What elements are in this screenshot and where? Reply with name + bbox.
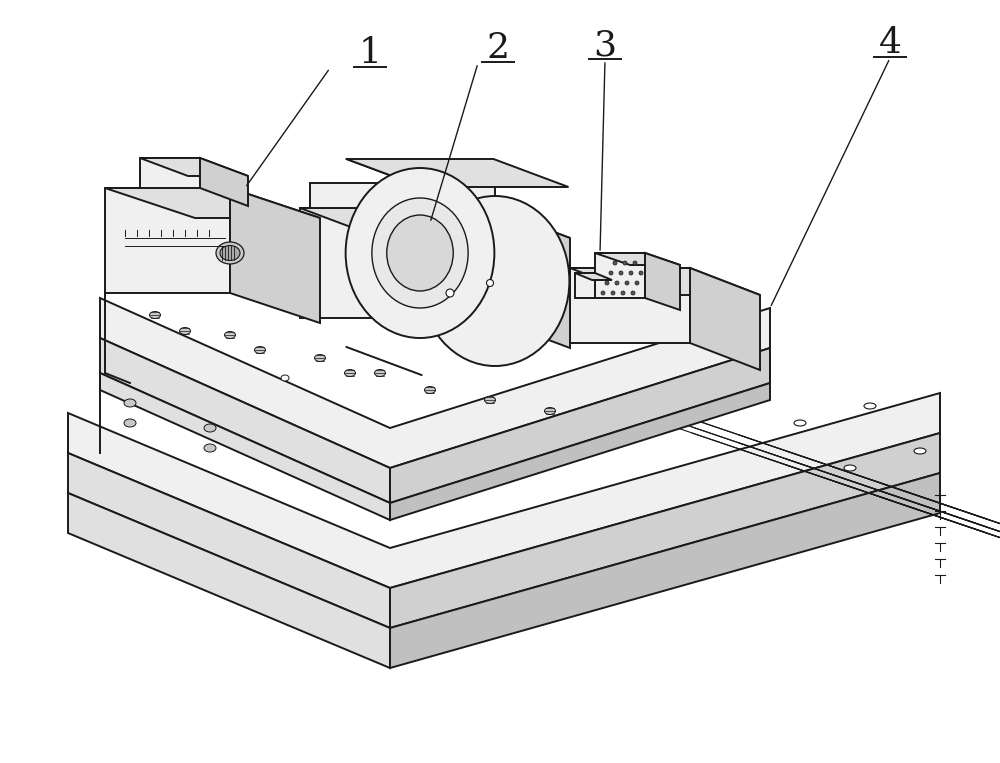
Polygon shape [595,253,645,298]
Ellipse shape [619,271,623,275]
Polygon shape [645,253,680,310]
Polygon shape [390,473,940,668]
Polygon shape [347,159,568,187]
Polygon shape [105,188,230,293]
Ellipse shape [204,444,216,452]
Polygon shape [230,188,320,323]
Polygon shape [690,268,760,370]
Ellipse shape [864,403,876,409]
Ellipse shape [216,242,244,264]
Polygon shape [390,433,940,628]
Polygon shape [68,393,940,588]
Ellipse shape [446,289,454,297]
Ellipse shape [633,261,637,265]
Ellipse shape [387,215,453,291]
Ellipse shape [315,355,326,362]
Polygon shape [100,373,390,520]
Ellipse shape [180,327,191,334]
Polygon shape [140,158,200,188]
Ellipse shape [635,281,639,285]
Ellipse shape [124,419,136,427]
Polygon shape [575,273,612,280]
Ellipse shape [372,198,468,308]
Ellipse shape [629,271,633,275]
Polygon shape [490,208,570,348]
Polygon shape [310,183,495,208]
Ellipse shape [605,281,609,285]
Polygon shape [68,493,390,668]
Polygon shape [390,383,770,520]
Text: 3: 3 [593,28,617,62]
Text: 4: 4 [879,26,902,60]
Ellipse shape [281,375,289,381]
Ellipse shape [346,168,494,338]
Ellipse shape [225,331,236,339]
Polygon shape [100,338,390,503]
Ellipse shape [625,281,629,285]
Ellipse shape [623,261,627,265]
Ellipse shape [255,346,266,353]
Ellipse shape [487,279,494,286]
Ellipse shape [204,424,216,432]
Ellipse shape [601,291,605,295]
Ellipse shape [150,311,161,318]
Ellipse shape [621,291,625,295]
Polygon shape [300,208,490,318]
Ellipse shape [613,261,617,265]
Ellipse shape [914,448,926,454]
Polygon shape [68,453,390,628]
Ellipse shape [220,246,240,260]
Ellipse shape [345,369,356,376]
Polygon shape [570,268,760,295]
Ellipse shape [609,271,613,275]
Polygon shape [300,208,570,238]
Polygon shape [390,348,770,503]
Polygon shape [200,158,248,206]
Text: 1: 1 [359,36,382,70]
Ellipse shape [794,420,806,426]
Ellipse shape [375,369,386,376]
Polygon shape [575,273,595,298]
Polygon shape [570,268,690,343]
Ellipse shape [615,281,619,285]
Polygon shape [100,298,770,468]
Ellipse shape [844,465,856,471]
Text: 2: 2 [487,31,510,65]
Polygon shape [595,253,680,265]
Ellipse shape [611,291,615,295]
Ellipse shape [124,399,136,407]
Polygon shape [105,188,320,218]
Polygon shape [140,158,248,176]
Ellipse shape [639,271,643,275]
Ellipse shape [485,397,496,404]
Ellipse shape [544,407,556,414]
Ellipse shape [631,291,635,295]
Ellipse shape [425,387,436,394]
Ellipse shape [421,196,569,366]
